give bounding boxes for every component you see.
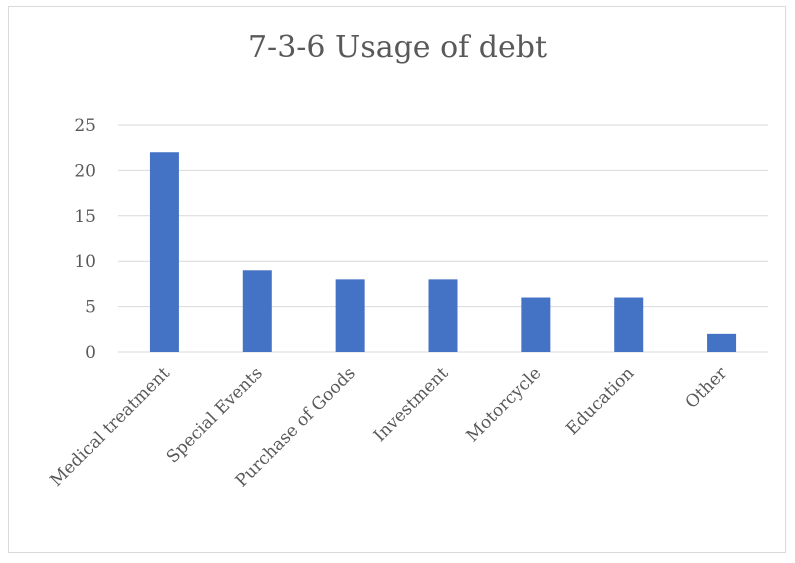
y-tick-label: 10 (74, 252, 96, 272)
bar (521, 297, 551, 352)
x-category-label: Medical treatment (47, 363, 175, 491)
bar (428, 279, 458, 352)
bar (149, 152, 179, 352)
bar (242, 270, 272, 352)
y-axis-tick-labels: 0 5 10 15 20 25 (74, 116, 96, 363)
bar (707, 333, 737, 352)
y-tick-label: 20 (74, 161, 96, 181)
x-category-label: Other (682, 363, 732, 413)
y-tick-label: 5 (85, 298, 96, 318)
chart-frame (8, 6, 786, 553)
x-category-label: Investment (370, 363, 453, 446)
y-tick-label: 25 (74, 116, 96, 136)
bars (149, 152, 737, 352)
y-tick-label: 0 (85, 343, 96, 363)
x-category-label: Special Events (163, 363, 267, 467)
chart-title: 7-3-6 Usage of debt (247, 30, 548, 65)
x-category-label: Education (562, 363, 638, 439)
bar (335, 279, 365, 352)
bar (614, 297, 644, 352)
y-tick-label: 15 (74, 207, 96, 227)
x-category-label: Motorcycle (463, 363, 546, 446)
